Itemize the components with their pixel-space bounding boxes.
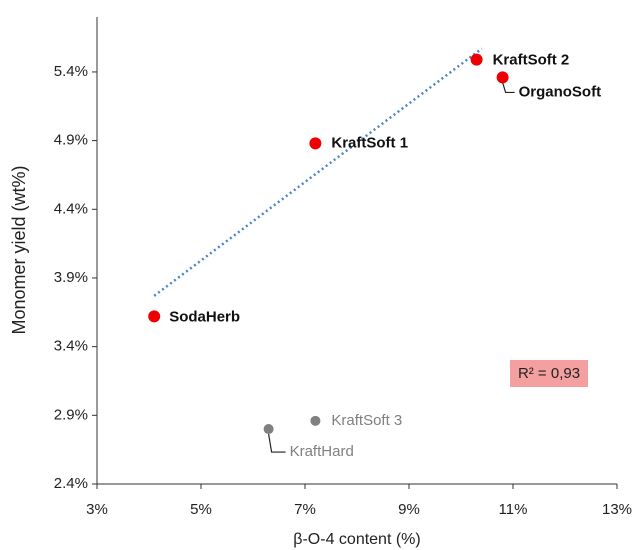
point-label: OrganoSoft <box>519 83 602 100</box>
y-tick-label: 2.4% <box>54 475 88 492</box>
x-tick-label: 3% <box>86 501 108 518</box>
point-label: KraftSoft 1 <box>331 134 408 151</box>
y-tick-label: 3.4% <box>54 338 88 355</box>
point <box>148 310 161 323</box>
trendline <box>153 47 483 297</box>
y-tick-label: 5.4% <box>54 63 88 80</box>
x-tick-label: 5% <box>190 501 212 518</box>
point <box>470 53 483 66</box>
y-axis-title: Monomer yield (wt%) <box>9 165 29 334</box>
y-tick-label: 2.9% <box>54 406 88 423</box>
point-label: KraftSoft 3 <box>331 412 402 429</box>
label-leader <box>268 433 286 453</box>
point <box>496 71 509 84</box>
x-tick-label: 9% <box>398 501 420 518</box>
x-axis-title: β-O-4 content (%) <box>293 531 420 548</box>
point-label: KraftHard <box>290 443 354 460</box>
label-leader <box>502 82 515 94</box>
x-tick-label: 7% <box>294 501 316 518</box>
y-tick-label: 4.4% <box>54 200 88 217</box>
annotation-box <box>510 360 588 387</box>
y-tick-label: 3.9% <box>54 269 88 286</box>
point-label: KraftSoft 2 <box>493 52 570 69</box>
annotation: R² = 0,93 <box>518 365 580 382</box>
point <box>310 415 321 426</box>
point-label: SodaHerb <box>169 308 240 325</box>
point <box>309 137 322 150</box>
y-tick-label: 4.9% <box>54 132 88 149</box>
x-tick-label: 11% <box>499 501 528 518</box>
point <box>263 424 274 435</box>
x-tick-label: 13% <box>602 501 632 518</box>
